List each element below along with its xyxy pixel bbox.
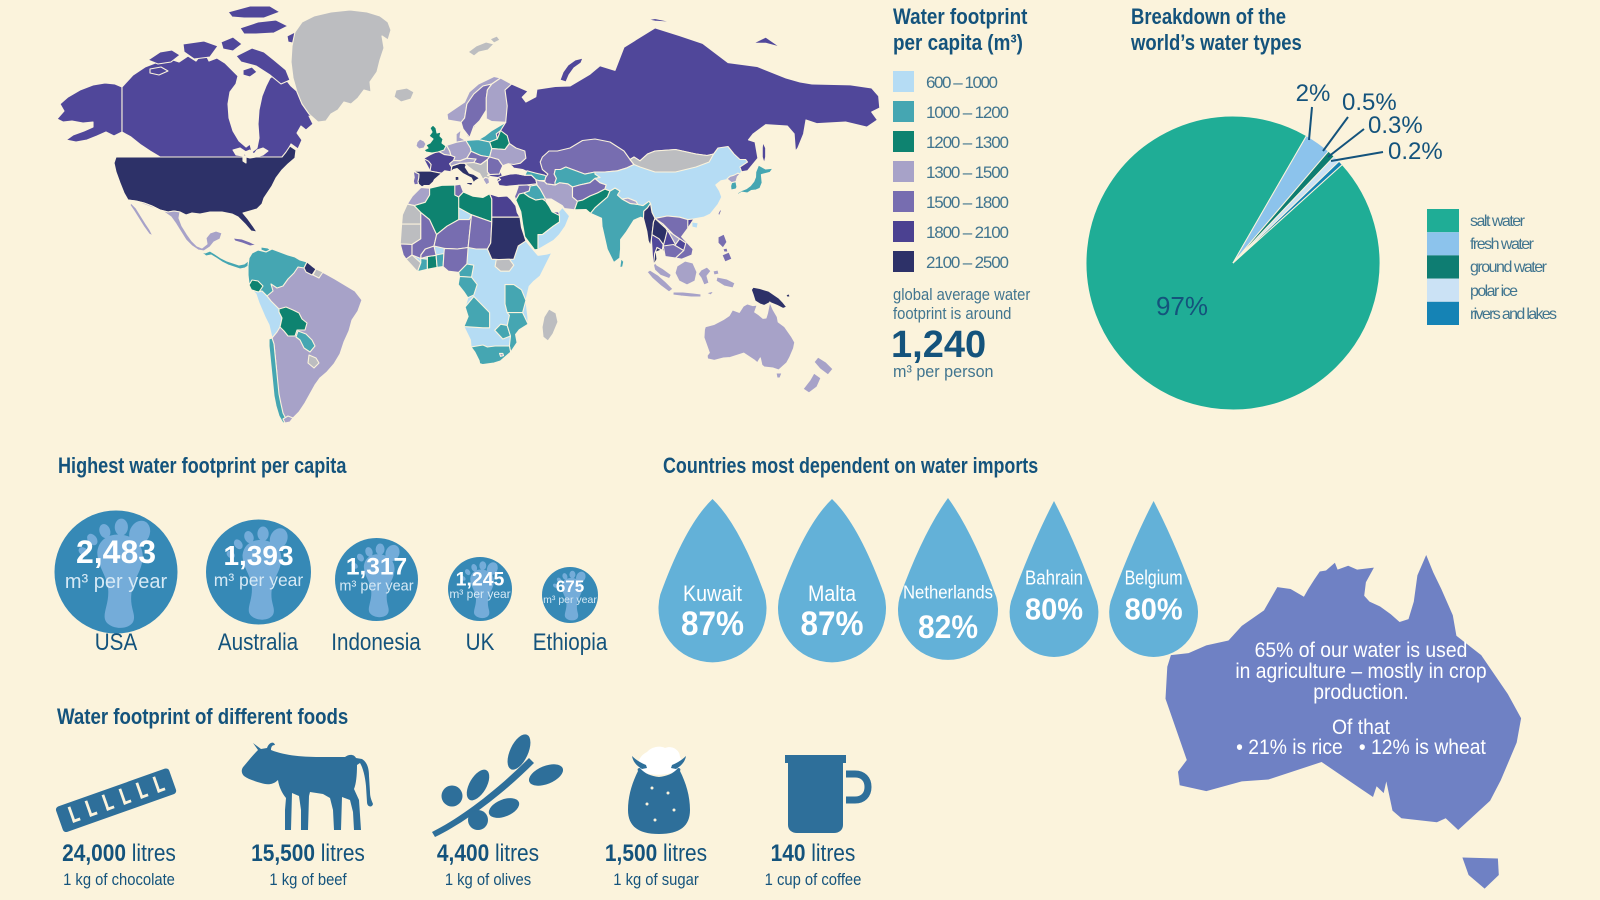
- svg-text:80%: 80%: [1025, 591, 1083, 626]
- svg-text:1200 – 1300: 1200 – 1300: [926, 133, 1009, 152]
- svg-text:1800 – 2100: 1800 – 2100: [926, 223, 1009, 242]
- svg-text:1,317: 1,317: [346, 554, 407, 581]
- svg-text:2100 – 2500: 2100 – 2500: [926, 253, 1009, 272]
- svg-text:2,483: 2,483: [76, 534, 156, 570]
- svg-text:Belgium: Belgium: [1125, 568, 1183, 590]
- svg-text:1500 – 1800: 1500 – 1800: [926, 193, 1009, 212]
- svg-text:polar ice: polar ice: [1470, 283, 1518, 300]
- svg-text:Bahrain: Bahrain: [1025, 568, 1083, 590]
- svg-text:600 – 1000: 600 – 1000: [926, 73, 998, 92]
- svg-text:Netherlands: Netherlands: [903, 582, 993, 602]
- svg-text:salt water: salt water: [1470, 213, 1526, 230]
- svg-text:80%: 80%: [1125, 591, 1183, 626]
- svg-text:2%: 2%: [1296, 80, 1331, 107]
- svg-text:rivers and lakes: rivers and lakes: [1470, 306, 1557, 323]
- svg-text:m³ per year: m³ per year: [543, 594, 597, 606]
- svg-text:0.3%: 0.3%: [1368, 112, 1423, 139]
- svg-text:ground water: ground water: [1470, 259, 1548, 276]
- svg-text:82%: 82%: [918, 609, 978, 645]
- svg-text:1,393: 1,393: [223, 540, 293, 571]
- svg-text:0.2%: 0.2%: [1388, 138, 1443, 165]
- svg-text:97%: 97%: [1156, 291, 1208, 321]
- svg-text:1000 – 1200: 1000 – 1200: [926, 103, 1009, 122]
- svg-text:87%: 87%: [801, 605, 864, 643]
- svg-text:m³ per year: m³ per year: [449, 587, 510, 601]
- svg-text:1,245: 1,245: [456, 569, 505, 591]
- svg-text:1300 – 1500: 1300 – 1500: [926, 163, 1009, 182]
- svg-text:m³ per year: m³ per year: [339, 579, 413, 595]
- svg-text:m³ per year: m³ per year: [65, 571, 168, 593]
- svg-text:87%: 87%: [681, 605, 744, 643]
- svg-text:m³ per year: m³ per year: [214, 570, 304, 590]
- svg-text:0.5%: 0.5%: [1342, 89, 1397, 116]
- svg-text:fresh water: fresh water: [1470, 236, 1535, 253]
- svg-text:Kuwait: Kuwait: [683, 581, 742, 606]
- svg-text:Malta: Malta: [808, 581, 857, 606]
- svg-text:675: 675: [556, 577, 584, 596]
